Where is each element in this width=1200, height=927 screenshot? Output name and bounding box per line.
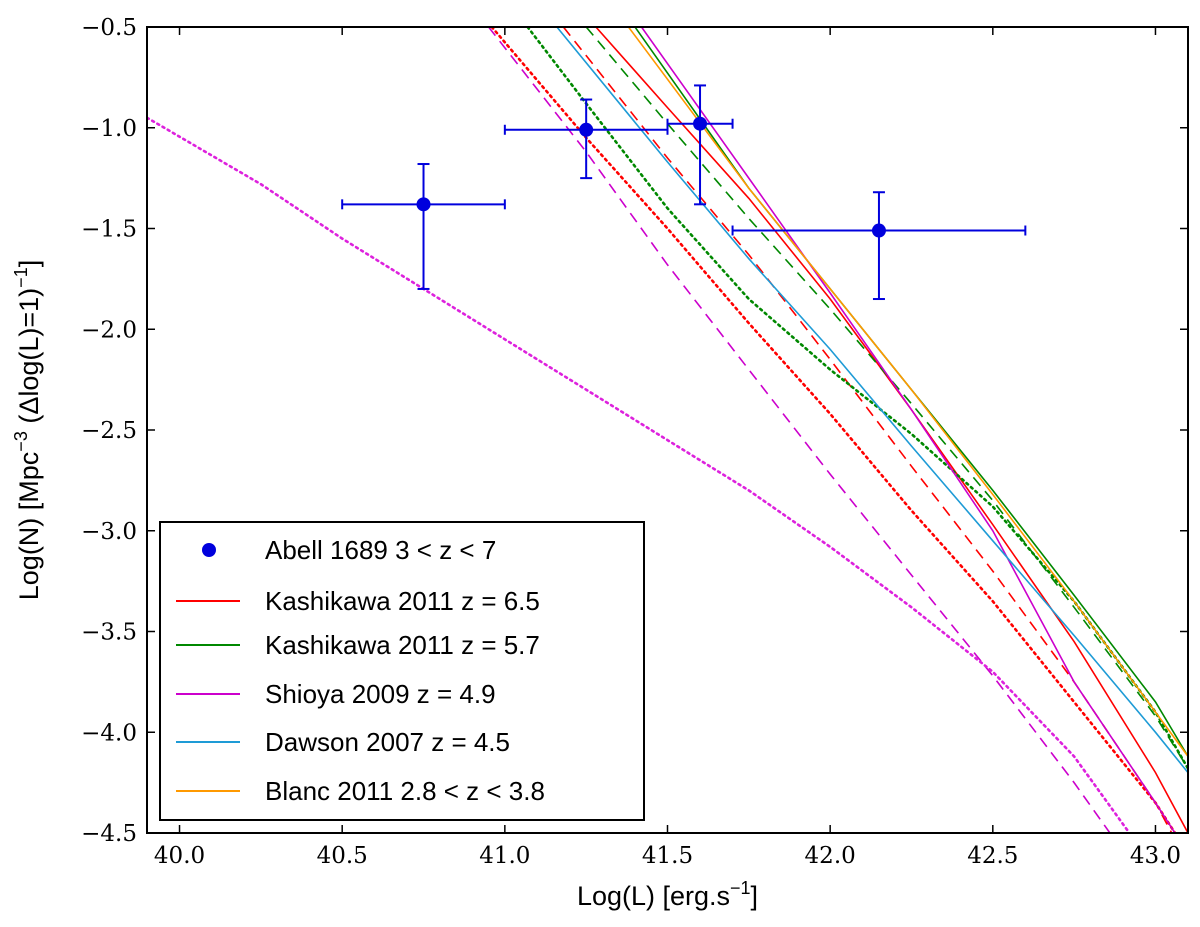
legend-label-kashikawa-6-5: Kashikawa 2011 z = 6.5 [265,586,540,616]
y-tick-label: −1.0 [81,116,137,142]
y-axis-title-main: Log(N) [Mpc [14,452,44,601]
y-axis-title: Log(N) [Mpc−3 (Δlog(L)=1)−1] [11,260,44,600]
x-axis-title-main: Log(L) [erg.s [577,881,730,911]
model-curve-dashed-4 [585,27,1188,769]
legend-marker-abell-1689 [202,543,216,557]
legend: Abell 1689 3 < z < 7 Kashikawa 2011 z = … [159,521,645,821]
x-axis-title-end: ] [751,881,759,911]
x-axis-title: Log(L) [erg.s−1] [577,878,758,911]
legend-label-shioya: Shioya 2009 z = 4.9 [265,679,496,709]
model-curve-solid-10 [627,27,1188,757]
y-axis-title-superscript-2: −1 [11,267,31,288]
y-axis-title-mid: (Δlog(L)=1) [14,288,44,431]
model-curve-dotted-8 [147,116,1131,833]
x-axis-title-superscript: −1 [730,878,751,898]
obs-data-point [579,122,594,137]
y-tick-label: −2.5 [81,418,137,444]
obs-data-point [416,197,431,212]
legend-label-abell-1689: Abell 1689 3 < z < 7 [265,535,496,565]
y-axis-title-superscript: −3 [11,431,31,452]
model-curve-solid-6 [640,27,1176,833]
x-tick-label: 42.0 [805,843,856,869]
y-tick-label: −1.5 [81,217,137,243]
legend-label-blanc: Blanc 2011 2.8 < z < 3.8 [265,776,545,806]
x-tick-label: 41.0 [479,843,530,869]
y-tick-label: −4.0 [81,720,137,746]
x-tick-label: 43.0 [1130,843,1181,869]
x-tick-label: 40.0 [154,843,205,869]
y-tick-label: −3.0 [81,519,137,545]
y-tick-label: −3.5 [81,620,137,646]
obs-data-point [693,116,708,131]
y-tick-label: −0.5 [81,15,137,41]
y-axis-title-end: ] [14,260,44,268]
model-curve-dashed-7 [487,27,1111,833]
y-tick-label: −4.5 [81,821,137,847]
obs-data-point [871,223,886,238]
y-tick-label: −2.0 [81,317,137,343]
legend-label-dawson: Dawson 2007 z = 4.5 [265,727,510,757]
model-curve-dotted-2 [490,27,1177,833]
legend-label-kashikawa-5-7: Kashikawa 2011 z = 5.7 [265,630,540,660]
model-curve-solid-9 [556,27,1188,774]
x-tick-label: 40.5 [317,843,368,869]
x-tick-label: 42.5 [967,843,1018,869]
x-tick-label: 41.5 [642,843,693,869]
legend-box [159,521,645,821]
